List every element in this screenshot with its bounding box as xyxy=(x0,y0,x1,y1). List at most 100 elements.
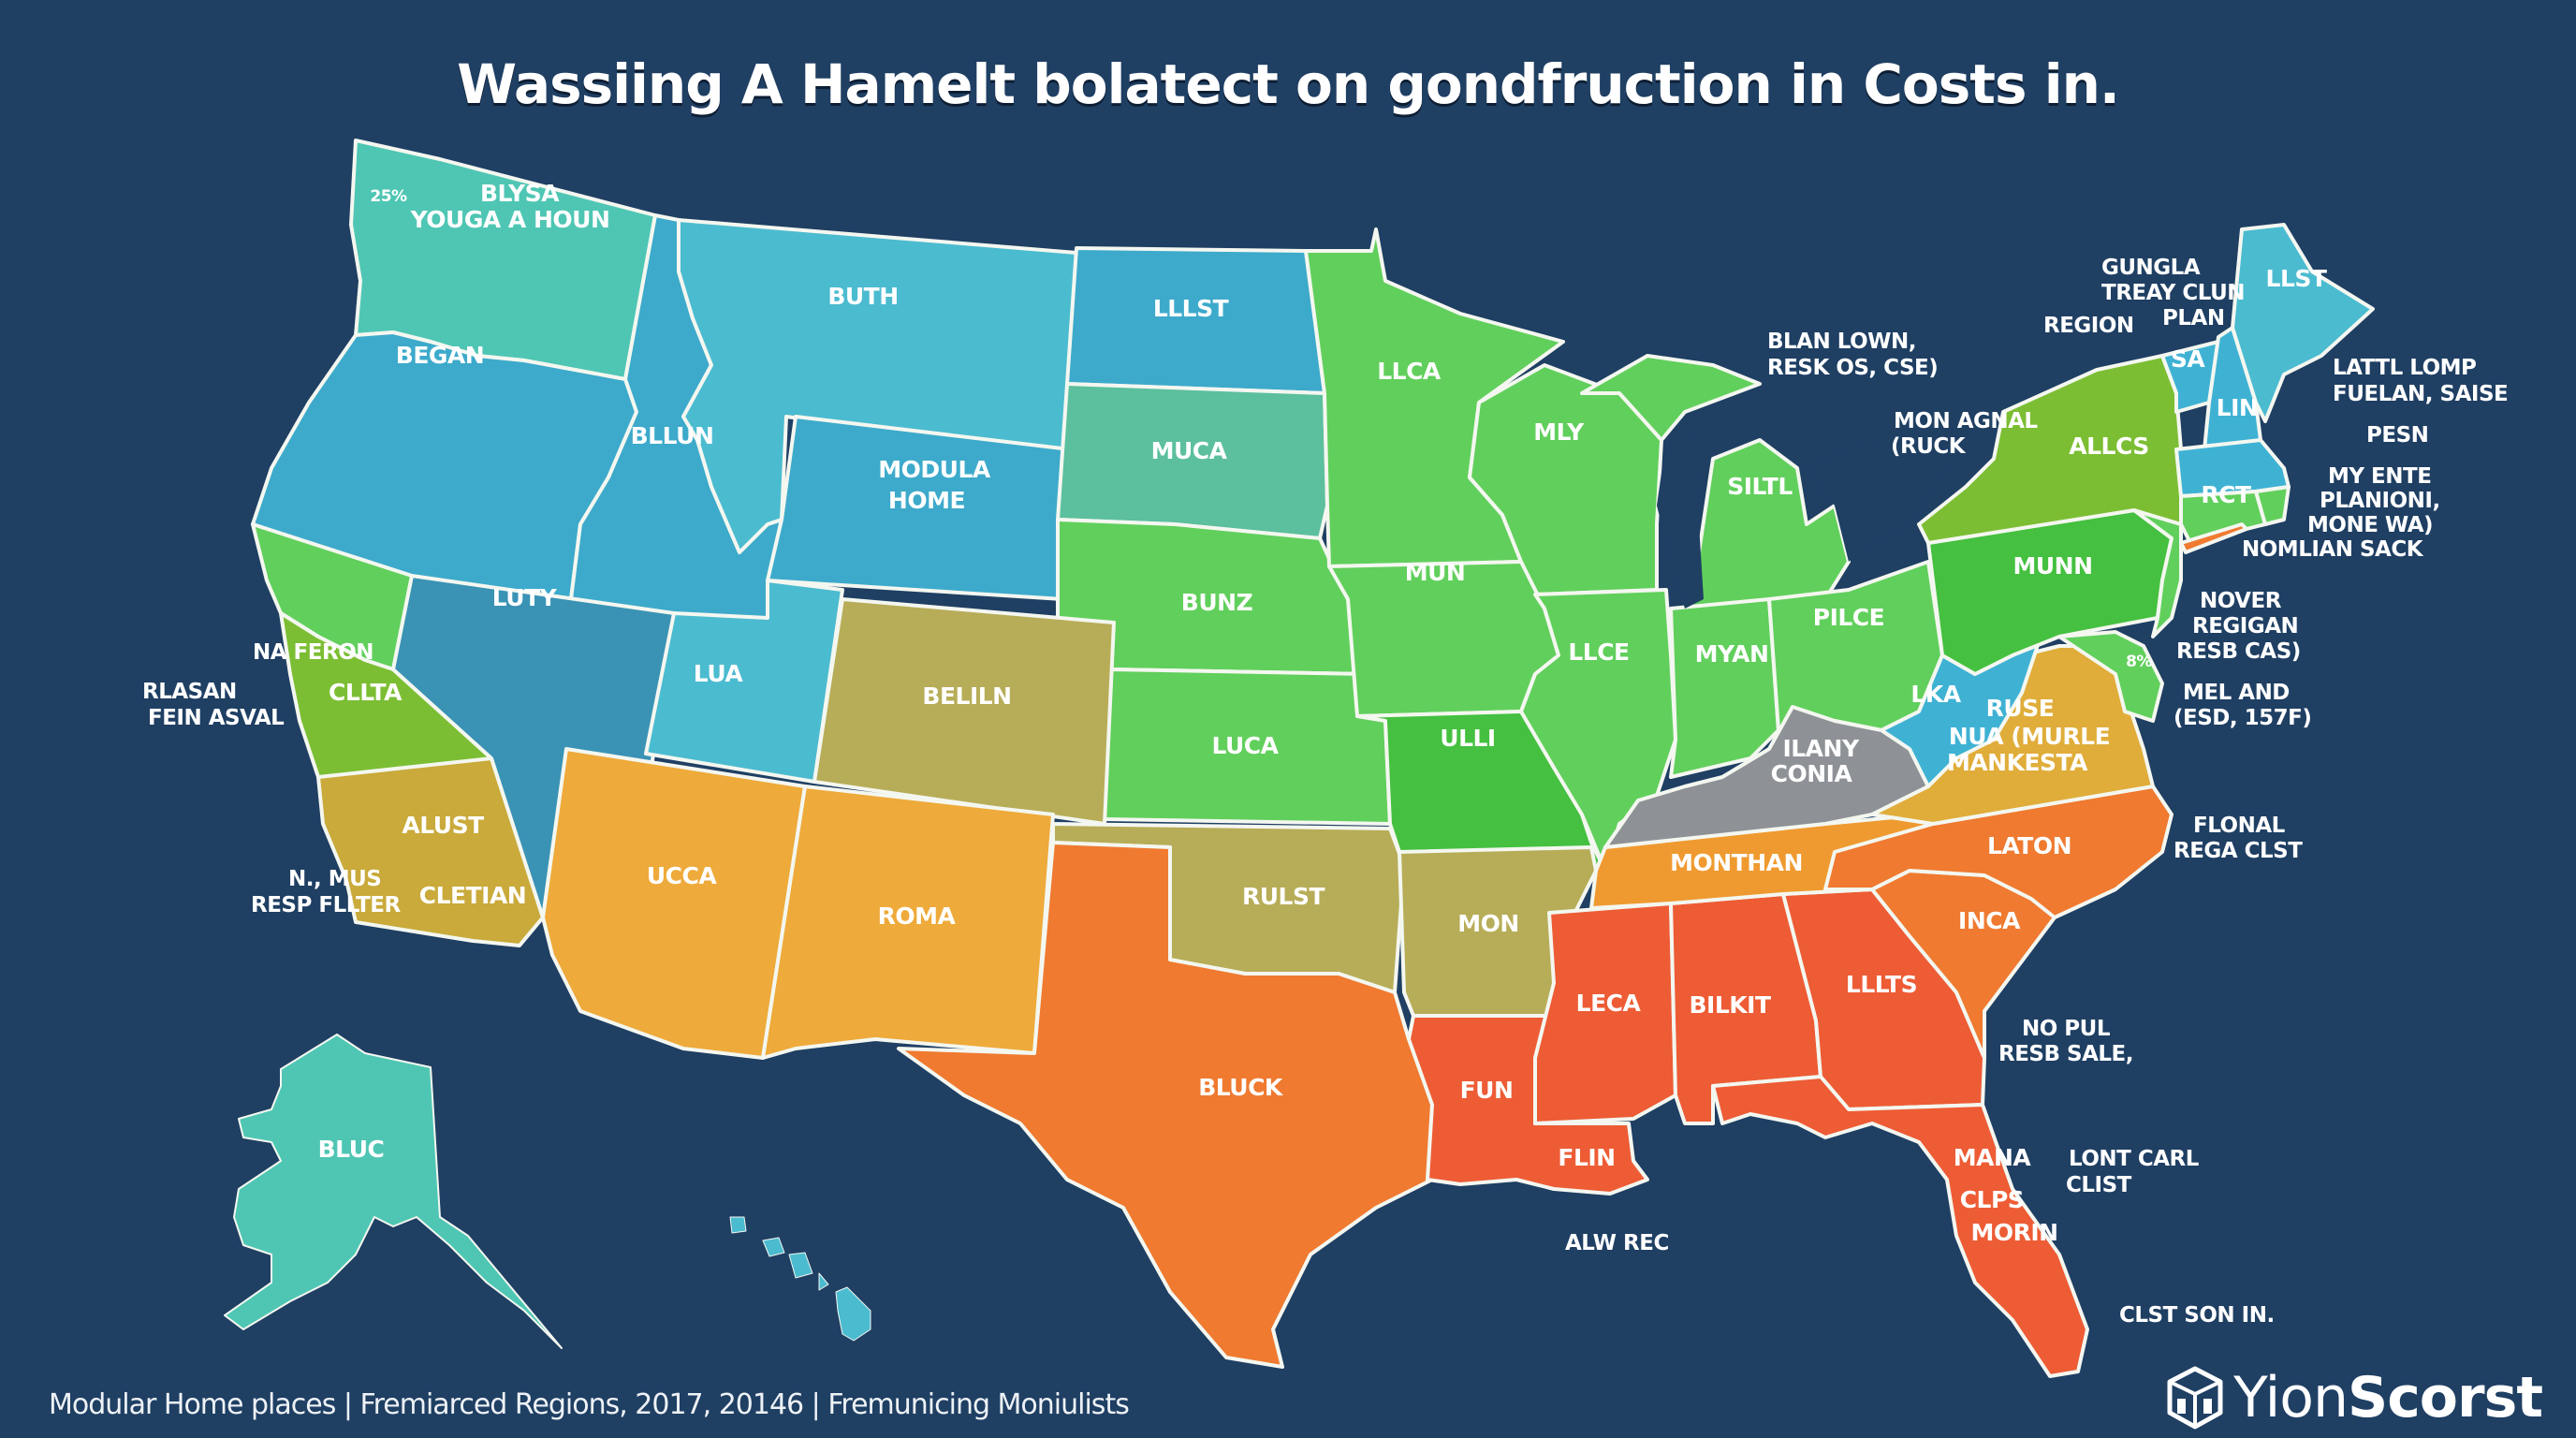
callout-southeast-2: LONT CARL CLIST xyxy=(2066,1147,2200,1197)
label-wy: MODULA xyxy=(878,456,991,483)
state-vermont[interactable] xyxy=(2160,340,2220,414)
callout-east-1: NOVER REGIGAN RESB CAS) xyxy=(2176,589,2301,664)
svg-text:FLONAL: FLONAL xyxy=(2193,814,2286,838)
state-rhode-island[interactable] xyxy=(2254,485,2291,526)
callout-west-1: NA FERON xyxy=(253,640,373,665)
label-ca-s: ALUST xyxy=(402,812,484,839)
label-la-2: FLIN xyxy=(1558,1144,1615,1171)
state-new-york[interactable] xyxy=(1917,354,2183,545)
brand-name: YionScorst xyxy=(2233,1365,2543,1431)
callout-great-lakes: BLAN LOWN, RESK OS, CSE) xyxy=(1767,330,1939,380)
callout-gulf: ALW REC xyxy=(1565,1231,1669,1255)
callout-northeast-4: PESN xyxy=(2366,423,2428,448)
label-md: 8% xyxy=(2126,653,2152,671)
svg-text:CLIST: CLIST xyxy=(2066,1173,2132,1197)
label-wi: MLY xyxy=(1533,418,1585,446)
callout-east-3: FLONAL REGA CLST xyxy=(2174,814,2304,863)
callout-northeast-2: MON AGNAL (RUCK xyxy=(1891,409,2039,459)
svg-text:FUELAN, SAISE: FUELAN, SAISE xyxy=(2333,382,2508,406)
callout-northeast-3: LATTL LOMP FUELAN, SAISE xyxy=(2333,356,2509,406)
lake-huron-erie xyxy=(1807,440,1947,562)
label-mi: SILTL xyxy=(1727,473,1793,500)
label-pa: MUNN xyxy=(2012,552,2092,580)
svg-text:(RUCK: (RUCK xyxy=(1891,434,1967,459)
svg-text:BLAN LOWN,: BLAN LOWN, xyxy=(1767,330,1916,354)
svg-text:GUNGLA: GUNGLA xyxy=(2101,256,2201,280)
label-nh: LIN xyxy=(2217,394,2259,421)
svg-text:PLAN: PLAN xyxy=(2162,306,2225,330)
state-indiana[interactable] xyxy=(1669,597,1780,779)
svg-text:MY ENTE: MY ENTE xyxy=(2328,464,2431,489)
callout-east-2: MEL AND (ESD, 157F) xyxy=(2174,681,2312,730)
callout-west-2: RLASAN FEIN ASVAL xyxy=(142,680,285,730)
label-tn: MONTHAN xyxy=(1670,849,1803,876)
state-maryland-delaware[interactable] xyxy=(2057,630,2164,723)
svg-text:LATTL LOMP: LATTL LOMP xyxy=(2333,356,2476,380)
label-sd: MUCA xyxy=(1151,437,1228,464)
label-va: RUSE xyxy=(1986,695,2055,722)
label-al: BILKIT xyxy=(1689,991,1770,1019)
svg-text:LONT CARL: LONT CARL xyxy=(2069,1147,2200,1171)
svg-text:NOVER: NOVER xyxy=(2200,589,2282,613)
label-la: FUN xyxy=(1460,1077,1514,1104)
label-ny: ALLCS xyxy=(2069,433,2149,460)
state-florida[interactable] xyxy=(1711,1075,2089,1378)
footer-caption: Modular Home places | Fremiarced Regions… xyxy=(49,1388,1130,1421)
state-arizona[interactable] xyxy=(541,747,807,1060)
label-ak: BLUC xyxy=(318,1136,385,1163)
label-mo: ULLI xyxy=(1440,725,1495,752)
label-ne: BUNZ xyxy=(1181,589,1252,616)
state-hawaii[interactable] xyxy=(729,1216,871,1342)
label-ks: LUCA xyxy=(1211,732,1279,759)
svg-text:RESB SALE,: RESB SALE, xyxy=(1998,1042,2133,1066)
state-colorado[interactable] xyxy=(812,597,1116,826)
state-new-mexico[interactable] xyxy=(761,785,1055,1060)
house-cube-icon xyxy=(2167,1366,2223,1430)
label-vt: SA xyxy=(2171,345,2206,373)
label-wa-2: YOUGA A HOUN xyxy=(410,206,610,233)
svg-text:RESP FLLTER: RESP FLLTER xyxy=(251,893,401,917)
svg-text:REGA CLST: REGA CLST xyxy=(2174,839,2303,863)
state-west-virginia[interactable] xyxy=(1880,635,2042,788)
state-utah[interactable] xyxy=(644,579,844,784)
label-sc: INCA xyxy=(1958,907,2021,934)
label-va-2: NUA (MURLE xyxy=(1949,723,2110,750)
state-texas[interactable] xyxy=(897,841,1448,1369)
label-wv: LKA xyxy=(1910,681,1961,708)
label-ky: ILANY xyxy=(1782,735,1860,762)
label-ky-2: CONIA xyxy=(1771,760,1853,787)
callout-northeast-1: GUNGLA TREAY CLUN PLAN xyxy=(2101,256,2246,330)
label-il: LLCE xyxy=(1568,638,1629,666)
label-nm: ROMA xyxy=(878,902,957,930)
label-or: BEGAN xyxy=(396,342,484,369)
label-az: UCCA xyxy=(647,862,717,889)
svg-text:(ESD, 157F): (ESD, 157F) xyxy=(2174,706,2311,730)
label-mt: BUTH xyxy=(827,283,898,310)
label-fl-2: CLPS xyxy=(1960,1186,2025,1213)
label-me: LLST xyxy=(2266,265,2327,292)
label-ok: RULST xyxy=(1242,883,1325,910)
label-ca-s-2: CLETIAN xyxy=(419,882,526,909)
callout-northeast-region: REGION xyxy=(2043,314,2134,338)
label-tx: BLUCK xyxy=(1198,1074,1284,1101)
label-wa: BLYSA xyxy=(480,180,560,207)
label-id: BLLUN xyxy=(631,422,714,449)
svg-text:MEL AND: MEL AND xyxy=(2183,681,2290,705)
label-ms: LECA xyxy=(1576,990,1642,1017)
label-wa-pct: 25% xyxy=(370,187,407,206)
label-nc: LATON xyxy=(1987,832,2071,859)
label-oh: PILCE xyxy=(1813,604,1884,631)
state-wyoming[interactable] xyxy=(766,415,1072,601)
svg-text:REGIGAN: REGIGAN xyxy=(2192,614,2298,638)
svg-text:N., MUS: N., MUS xyxy=(288,867,381,891)
callout-west-3: N., MUS RESP FLLTER xyxy=(251,867,402,917)
svg-text:RESB CAS): RESB CAS) xyxy=(2176,639,2301,664)
callout-southeast-3: CLST SON IN. xyxy=(2119,1303,2275,1328)
state-maine[interactable] xyxy=(2231,223,2375,423)
label-mn: LLCA xyxy=(1377,358,1442,385)
svg-text:TREAY CLUN: TREAY CLUN xyxy=(2101,281,2245,305)
label-nd: LLLST xyxy=(1153,295,1229,322)
map-title: Wassiing A Hamelt bolatect on gondfructi… xyxy=(457,52,2120,116)
state-alaska[interactable] xyxy=(224,1034,563,1349)
